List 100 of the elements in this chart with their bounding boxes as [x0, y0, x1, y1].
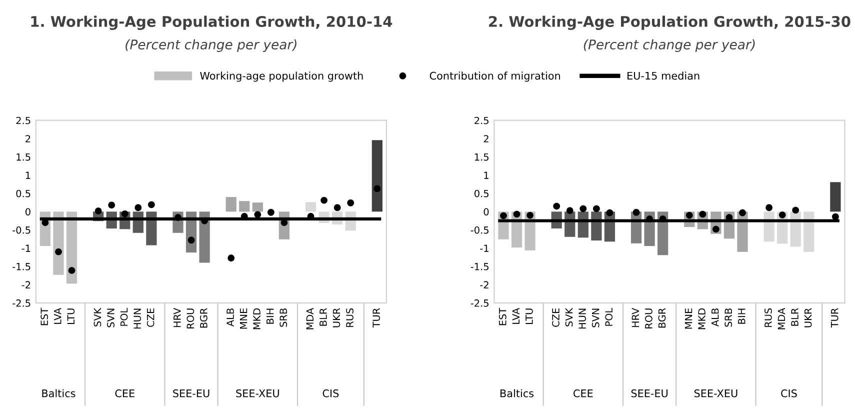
y-tick-label: 0 — [484, 208, 489, 216]
text: SEE-XEU — [694, 389, 738, 398]
x-tick-label: EST — [40, 308, 48, 326]
x-tick-label: SVN — [107, 308, 114, 328]
x-tick-label: MDA — [778, 308, 786, 330]
x-tick-label: HUN — [134, 308, 141, 329]
point — [659, 215, 666, 222]
chart-subtitle: (Percent change per year) — [584, 39, 755, 52]
point — [606, 209, 614, 216]
x-tick-label: LVA — [54, 308, 62, 324]
bar — [146, 212, 157, 246]
x-tick-label: MDA — [306, 308, 314, 330]
x-tick-label: RUS — [764, 308, 772, 327]
x-tick-label: ROU — [186, 308, 194, 328]
x-tick-label: TUR — [372, 308, 380, 328]
bar — [372, 140, 382, 212]
y-tick-label: -2 — [22, 281, 30, 288]
text: CEE — [574, 389, 593, 398]
point — [374, 185, 381, 192]
point — [108, 202, 116, 209]
x-tick-label: UKR — [332, 308, 340, 328]
text: CEE — [115, 389, 134, 398]
legend-label: Contribution of migration — [430, 72, 560, 82]
point — [566, 207, 574, 214]
y-tick-label: 2 — [484, 135, 488, 142]
chart-subtitle: (Percent change per year) — [126, 39, 296, 52]
y-tick-label: 1 — [26, 172, 30, 179]
bar — [53, 212, 64, 275]
y-tick-label: 1.5 — [474, 153, 488, 161]
y-tick-label: 0 — [26, 208, 30, 216]
bar — [305, 202, 316, 212]
point — [148, 201, 155, 208]
text: Baltics — [42, 389, 76, 398]
x-tick-label: RUS — [346, 308, 354, 327]
y-tick-label: 0.5 — [16, 190, 30, 198]
x-tick-label: LTU — [526, 308, 533, 324]
text: CIS — [781, 389, 797, 398]
x-tick-label: BIH — [266, 308, 274, 324]
x-tick-label: POL — [120, 308, 128, 326]
x-tick-label: SRB — [280, 308, 288, 327]
x-tick-label: MNE — [240, 308, 248, 329]
y-tick-label: -2.5 — [470, 299, 488, 307]
x-tick-label: TUR — [831, 308, 838, 328]
x-tick-label: UKR — [804, 308, 812, 328]
point — [699, 210, 706, 218]
x-tick-label: MKD — [253, 308, 260, 330]
point — [347, 199, 354, 206]
y-tick-label: -2.5 — [12, 299, 30, 307]
y-tick-label: -2 — [480, 281, 488, 288]
x-tick-label: SVK — [94, 308, 102, 326]
y-tick-label: 2.5 — [474, 116, 488, 124]
point — [174, 214, 182, 221]
y-tick-label: 1.5 — [16, 153, 30, 161]
text: SEE-XEU — [236, 389, 279, 398]
point — [553, 202, 560, 210]
x-tick-label: SVN — [592, 308, 600, 328]
x-tick-label: HUN — [578, 308, 586, 329]
x-tick-label: MKD — [698, 308, 706, 330]
text: SEE-EU — [631, 389, 668, 398]
text: CIS — [322, 389, 339, 398]
legend-label: EU-15 median — [628, 72, 700, 80]
y-tick-label: -1 — [480, 244, 488, 252]
point — [646, 215, 654, 222]
point — [513, 210, 520, 218]
y-tick-label: -1.5 — [470, 263, 488, 270]
x-tick-label: ALB — [226, 308, 234, 326]
point — [68, 266, 76, 274]
point — [334, 204, 341, 212]
text: Baltics — [500, 389, 534, 398]
x-tick-label: SVK — [565, 308, 573, 326]
x-tick-label: MNE — [684, 308, 692, 329]
y-tick-label: 1 — [484, 172, 488, 179]
x-tick-label: BGR — [658, 308, 666, 328]
y-tick-label: -0.5 — [12, 226, 30, 234]
point — [188, 236, 195, 244]
point — [766, 204, 773, 212]
y-tick-label: 2 — [26, 135, 30, 142]
point — [500, 212, 507, 220]
bar — [226, 197, 236, 212]
y-tick-label: -1.5 — [12, 263, 30, 270]
point — [580, 205, 587, 212]
legend-label: Working-age population growth — [200, 72, 363, 82]
x-tick-label: LVA — [512, 308, 520, 324]
x-tick-label: HRV — [174, 308, 181, 328]
x-tick-label: CZE — [552, 308, 560, 327]
point — [121, 210, 128, 218]
x-tick-label: LTU — [67, 308, 75, 324]
point — [94, 207, 102, 214]
point — [712, 226, 720, 233]
x-tick-label: BLR — [791, 308, 798, 326]
x-tick-label: ROU — [645, 308, 652, 328]
y-tick-label: -1 — [22, 244, 30, 252]
point — [632, 208, 640, 216]
point — [134, 204, 142, 212]
bar — [239, 201, 250, 212]
x-tick-label: POL — [605, 308, 613, 326]
x-tick-label: EST — [498, 308, 506, 326]
x-tick-label: HRV — [632, 308, 639, 328]
bar — [66, 212, 78, 284]
point — [320, 196, 328, 204]
